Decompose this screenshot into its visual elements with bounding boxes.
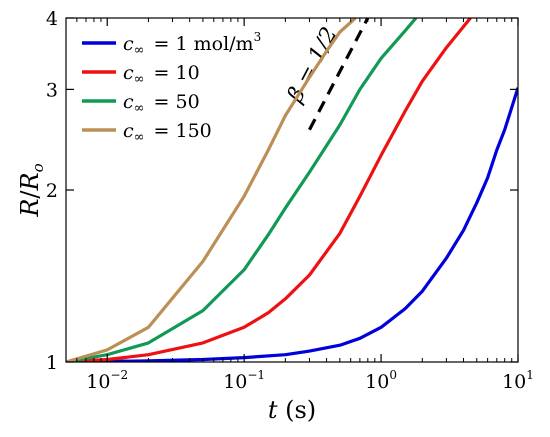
legend-label-2: c∞ = 10 [123, 62, 200, 87]
legend-label-1: c∞ = 1 mol/m3 [123, 30, 261, 58]
ticks-group: 10−2 10−1 100 101 1 2 3 4 [46, 8, 534, 393]
x-tick-label-4: 101 [502, 368, 534, 393]
series-group [66, 18, 518, 362]
x-tick-label-2: 10−1 [223, 368, 265, 393]
y-tick-label-3: 3 [46, 79, 58, 101]
axes-frame [65, 17, 519, 363]
series-line-2 [66, 18, 472, 362]
reference-slope-group: β = 1/2 [283, 17, 370, 131]
y-axis-label: R/Ro [16, 163, 47, 217]
y-tick-label-2: 2 [46, 180, 58, 202]
y-tick-label-4: 4 [46, 8, 58, 30]
legend: c∞ = 1 mol/m3 c∞ = 10 c∞ = 50 c∞ = 150 [82, 30, 261, 145]
y-tick-label-1: 1 [46, 352, 58, 374]
series-line-4 [66, 18, 357, 362]
axis-labels: t (s) R/Ro [16, 163, 316, 424]
reference-slope-line [308, 17, 370, 131]
x-tick-label-1: 10−2 [86, 368, 128, 393]
legend-label-4: c∞ = 150 [123, 120, 212, 145]
x-tick-label-3: 100 [365, 368, 397, 393]
slope-annotation: β = 1/2 [283, 23, 343, 107]
series-line-1 [66, 87, 518, 362]
series-line-3 [66, 18, 418, 362]
legend-label-3: c∞ = 50 [123, 91, 200, 116]
x-axis-label: t (s) [268, 396, 316, 424]
